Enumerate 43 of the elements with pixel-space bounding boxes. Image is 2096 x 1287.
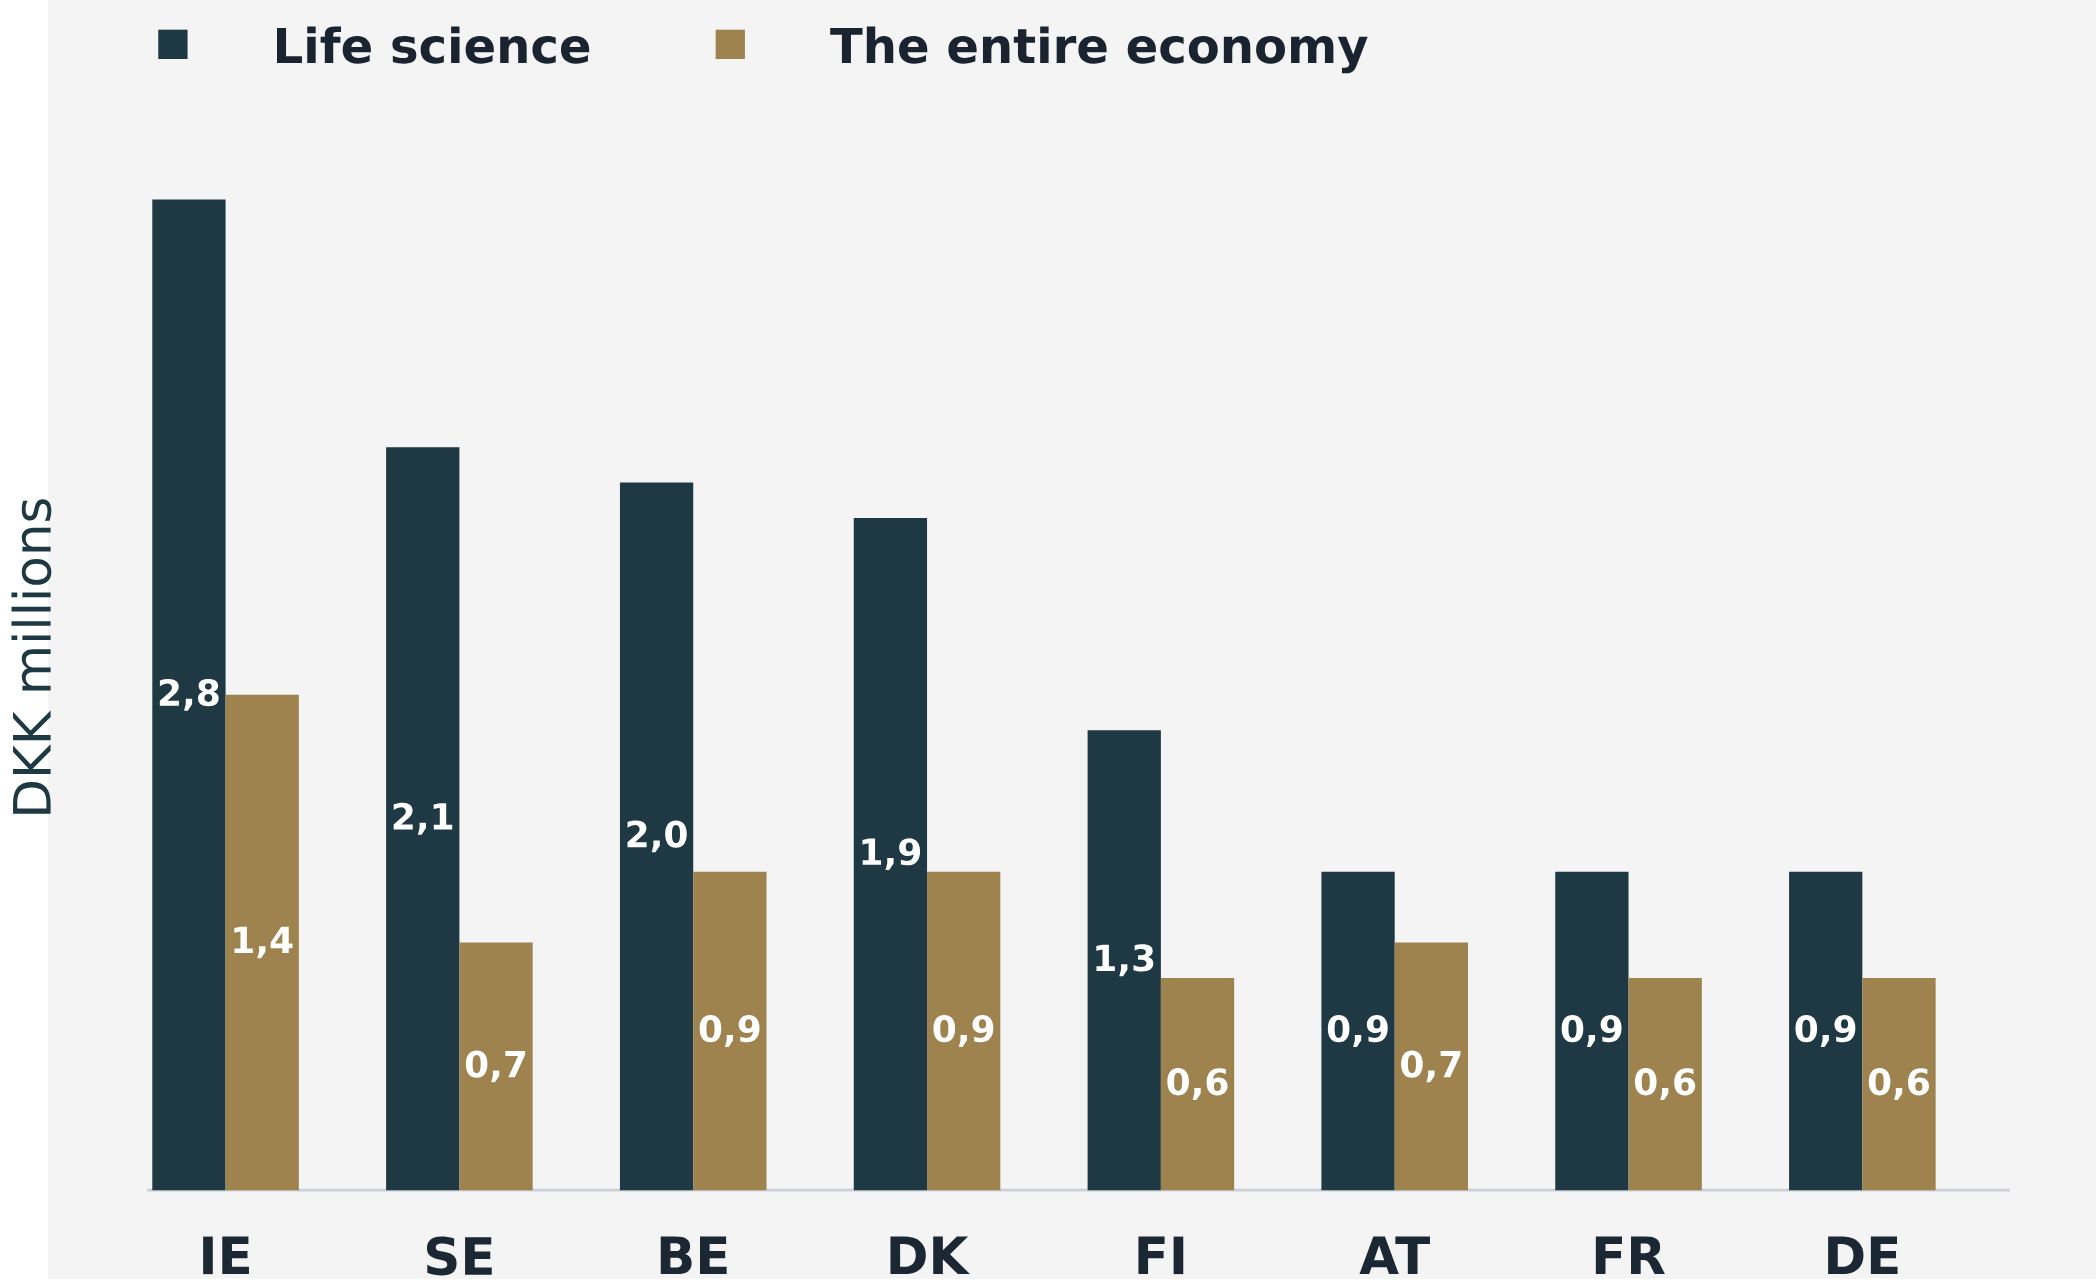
data-label: 0,9 [1327, 1015, 1388, 1047]
data-label: 2,8 [159, 678, 219, 711]
bar [1555, 871, 1629, 1191]
bar [152, 199, 226, 1191]
x-tick-label: IE [203, 1236, 249, 1275]
bar [459, 942, 533, 1191]
x-tick-label: AT [1359, 1236, 1430, 1275]
y-axis-title: DKK millions [11, 499, 52, 814]
x-tick-label: SE [426, 1236, 492, 1276]
bar [1862, 977, 1936, 1191]
data-label: 0,9 [1795, 1015, 1856, 1047]
data-label: 0,9 [699, 1015, 760, 1047]
x-tick-label: DK [890, 1236, 970, 1275]
x-tick-label: BE [660, 1236, 727, 1275]
bar [853, 517, 928, 1191]
x-tick-label: FI [1138, 1236, 1184, 1275]
data-label: 0,7 [465, 1050, 526, 1083]
bar [693, 871, 767, 1191]
data-label: 1,3 [1096, 944, 1154, 977]
data-label: 2,1 [393, 802, 453, 835]
data-label: 1,4 [234, 926, 293, 959]
data-label: 1,9 [862, 838, 921, 871]
bar [1160, 977, 1235, 1191]
bar [1628, 977, 1702, 1191]
data-label: 0,6 [1634, 1068, 1696, 1101]
legend-label: Life science [277, 26, 590, 64]
bar [386, 447, 460, 1191]
bar [225, 694, 299, 1191]
bar [619, 482, 694, 1191]
legend-label: The entire economy [830, 26, 1368, 74]
data-label: 0,6 [1167, 1068, 1228, 1101]
bar [927, 871, 1001, 1191]
x-tick-label: DE [1828, 1236, 1898, 1275]
x-tick-label: FR [1595, 1236, 1665, 1275]
bar [1321, 871, 1395, 1191]
bar [1394, 942, 1468, 1191]
data-label: 0,9 [1561, 1015, 1622, 1047]
bar [1789, 871, 1863, 1191]
bar [1087, 730, 1161, 1191]
data-label: 0,9 [933, 1015, 994, 1047]
data-label: 0,6 [1868, 1068, 1930, 1101]
data-label: 0,7 [1401, 1050, 1461, 1083]
data-label: 2,0 [627, 820, 687, 853]
